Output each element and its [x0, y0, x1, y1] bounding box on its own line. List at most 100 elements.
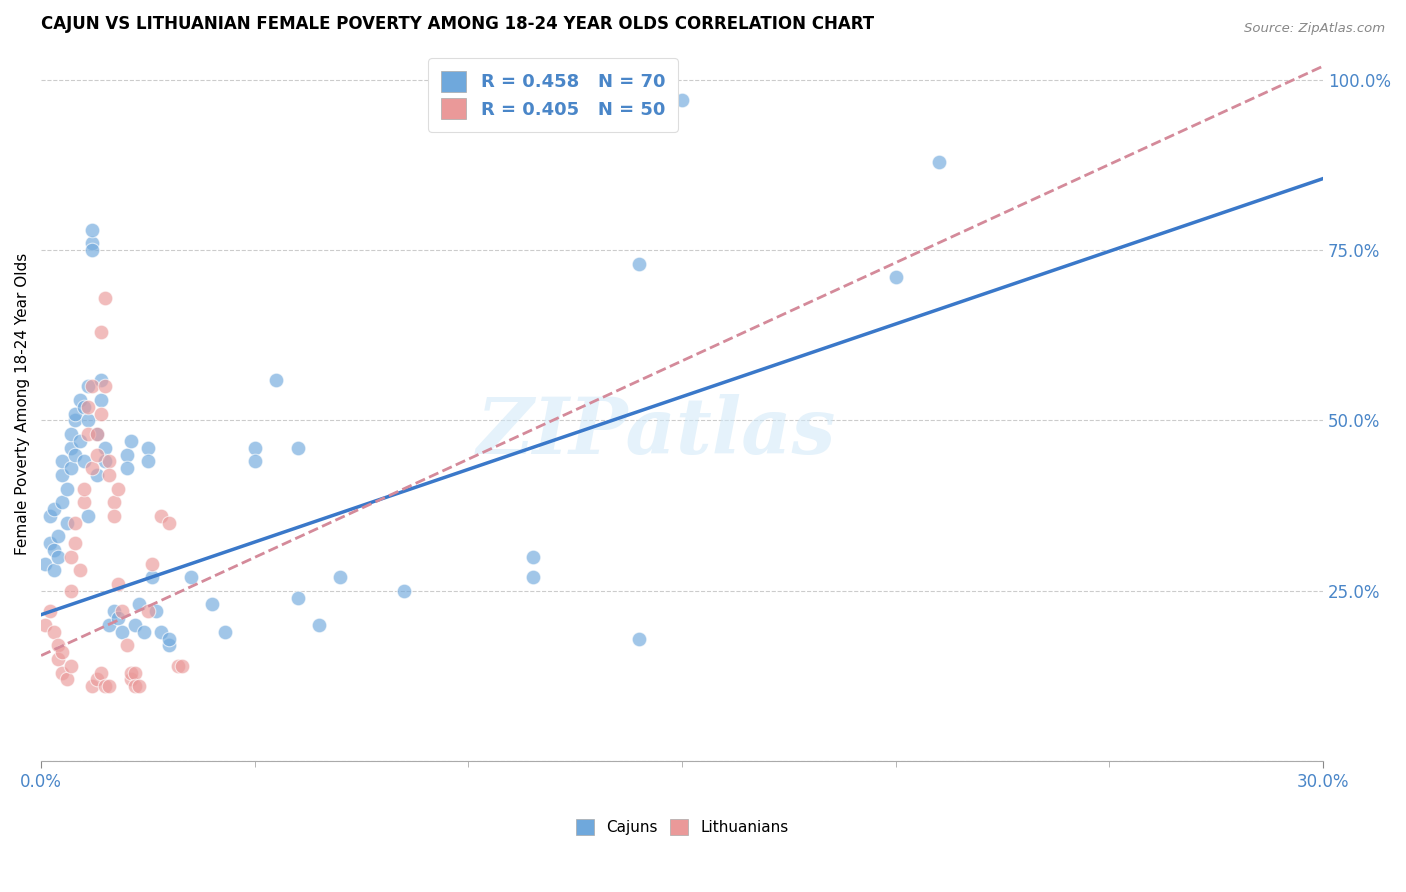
Point: [136, 604, 159, 618]
Point: [120, 434, 142, 448]
Point: [86, 427, 108, 442]
Point: [77, 508, 100, 523]
Point: [201, 598, 224, 612]
Point: [128, 598, 150, 612]
Point: [65, 413, 87, 427]
Point: [287, 441, 309, 455]
Point: [60, 583, 83, 598]
Point: [132, 624, 155, 639]
Point: [42, 543, 65, 558]
Point: [115, 461, 138, 475]
Point: [167, 658, 190, 673]
Point: [86, 427, 108, 442]
Point: [111, 604, 134, 618]
Point: [671, 93, 693, 107]
Point: [141, 557, 163, 571]
Point: [103, 604, 125, 618]
Point: [243, 441, 266, 455]
Point: [157, 516, 180, 530]
Point: [107, 482, 129, 496]
Point: [82, 679, 104, 693]
Text: CAJUN VS LITHUANIAN FEMALE POVERTY AMONG 18-24 YEAR OLDS CORRELATION CHART: CAJUN VS LITHUANIAN FEMALE POVERTY AMONG…: [41, 15, 875, 33]
Point: [60, 461, 83, 475]
Point: [77, 379, 100, 393]
Point: [149, 624, 172, 639]
Point: [65, 448, 87, 462]
Point: [90, 373, 112, 387]
Point: [55, 482, 77, 496]
Point: [60, 441, 83, 455]
Point: [42, 624, 65, 639]
Point: [141, 570, 163, 584]
Point: [55, 673, 77, 687]
Point: [120, 665, 142, 680]
Point: [136, 454, 159, 468]
Point: [65, 407, 87, 421]
Point: [243, 454, 266, 468]
Point: [94, 441, 117, 455]
Point: [90, 665, 112, 680]
Point: [51, 665, 73, 680]
Point: [308, 618, 330, 632]
Point: [180, 570, 202, 584]
Point: [628, 632, 651, 646]
Point: [94, 379, 117, 393]
Point: [46, 652, 69, 666]
Point: [60, 427, 83, 442]
Point: [94, 454, 117, 468]
Point: [73, 495, 96, 509]
Text: Source: ZipAtlas.com: Source: ZipAtlas.com: [1244, 22, 1385, 36]
Point: [628, 257, 651, 271]
Point: [287, 591, 309, 605]
Point: [51, 495, 73, 509]
Point: [145, 604, 167, 618]
Point: [60, 658, 83, 673]
Point: [90, 392, 112, 407]
Point: [86, 448, 108, 462]
Point: [98, 468, 121, 483]
Point: [522, 570, 544, 584]
Point: [522, 549, 544, 564]
Point: [65, 516, 87, 530]
Point: [77, 413, 100, 427]
Point: [38, 508, 60, 523]
Point: [98, 618, 121, 632]
Point: [82, 222, 104, 236]
Point: [928, 154, 950, 169]
Point: [136, 441, 159, 455]
Point: [90, 407, 112, 421]
Point: [107, 611, 129, 625]
Point: [94, 679, 117, 693]
Point: [69, 392, 91, 407]
Point: [264, 373, 287, 387]
Point: [86, 673, 108, 687]
Point: [124, 679, 146, 693]
Point: [128, 679, 150, 693]
Point: [107, 577, 129, 591]
Point: [90, 325, 112, 339]
Point: [120, 673, 142, 687]
Point: [51, 454, 73, 468]
Text: ZIPatlas: ZIPatlas: [477, 393, 837, 470]
Legend: Cajuns, Lithuanians: Cajuns, Lithuanians: [568, 812, 796, 843]
Point: [98, 454, 121, 468]
Point: [73, 482, 96, 496]
Point: [103, 508, 125, 523]
Point: [82, 243, 104, 257]
Point: [34, 618, 56, 632]
Point: [115, 638, 138, 652]
Point: [172, 658, 194, 673]
Point: [124, 665, 146, 680]
Point: [46, 549, 69, 564]
Point: [42, 563, 65, 577]
Point: [46, 529, 69, 543]
Point: [98, 679, 121, 693]
Point: [42, 502, 65, 516]
Point: [69, 563, 91, 577]
Point: [115, 448, 138, 462]
Point: [77, 400, 100, 414]
Point: [86, 468, 108, 483]
Y-axis label: Female Poverty Among 18-24 Year Olds: Female Poverty Among 18-24 Year Olds: [15, 252, 30, 555]
Point: [103, 495, 125, 509]
Point: [214, 624, 236, 639]
